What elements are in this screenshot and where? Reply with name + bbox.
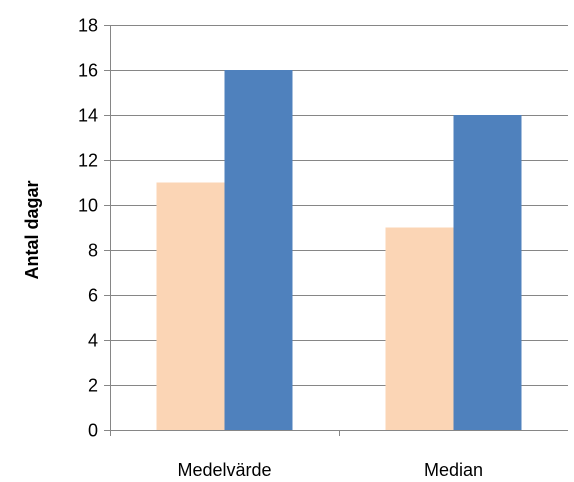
y-tick-label: 12 bbox=[78, 151, 98, 171]
bar-1-1 bbox=[156, 182, 225, 430]
x-tick-label: Median bbox=[424, 460, 483, 480]
bar-1-2 bbox=[385, 227, 454, 430]
y-tick-label: 0 bbox=[88, 421, 98, 441]
axes bbox=[104, 25, 568, 436]
y-tick-label: 18 bbox=[78, 16, 98, 36]
bars bbox=[156, 70, 522, 430]
y-tick-label: 16 bbox=[78, 61, 98, 81]
y-tick-label: 4 bbox=[88, 331, 98, 351]
bar-2-2 bbox=[453, 115, 522, 430]
y-tick-label: 8 bbox=[88, 241, 98, 261]
x-tick-label: Medelvärde bbox=[177, 460, 271, 480]
y-tick-label: 2 bbox=[88, 376, 98, 396]
y-tick-label: 6 bbox=[88, 286, 98, 306]
y-tick-label: 10 bbox=[78, 196, 98, 216]
y-tick-labels: 0 2 4 6 8 10 12 14 16 18 bbox=[78, 16, 98, 441]
y-axis-title: Antal dagar bbox=[22, 180, 42, 279]
bar-2-1 bbox=[224, 70, 293, 430]
y-tick-label: 14 bbox=[78, 106, 98, 126]
x-tick-labels: Medelvärde Median bbox=[177, 460, 483, 480]
